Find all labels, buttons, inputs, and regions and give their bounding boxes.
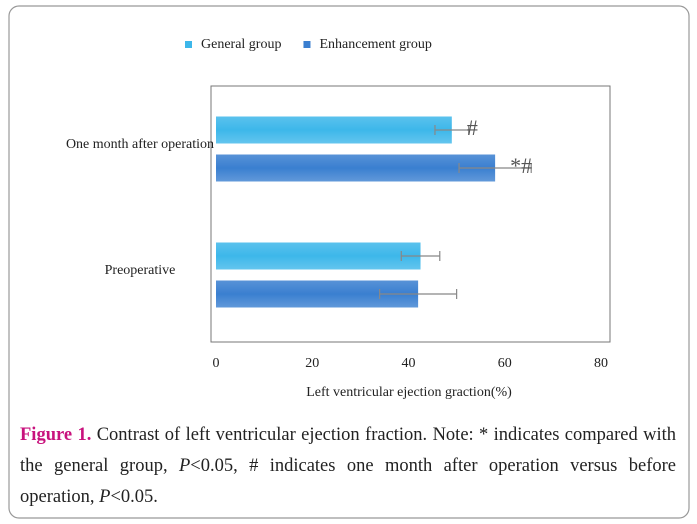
error-bar	[400, 251, 441, 261]
legend-swatch	[185, 41, 192, 48]
bar	[216, 242, 421, 270]
x-tick-label: 80	[594, 356, 608, 371]
caption-label: Figure 1.	[20, 425, 92, 445]
error-bar	[458, 163, 532, 173]
legend-label: General group	[201, 37, 281, 52]
x-axis-title: Left ventricular ejection graction(%)	[306, 385, 512, 400]
caption-text: <0.05.	[110, 487, 158, 507]
caption-text: P	[99, 487, 111, 507]
y-tick-label: Preoperative	[104, 263, 176, 278]
caption: Figure 1. Contrast of left ventricular e…	[20, 420, 676, 513]
frame	[8, 5, 690, 519]
annotation: *#	[510, 153, 532, 178]
bar	[216, 116, 452, 144]
caption-text: <0.05, # indicates one month after opera…	[20, 456, 676, 507]
annotation: #	[467, 115, 478, 140]
caption-text: Contrast of left ventricular ejection fr…	[20, 425, 677, 476]
error-bar	[379, 289, 458, 299]
y-tick-label: One month after operation	[65, 137, 215, 152]
legend-swatch	[303, 41, 311, 48]
bar	[216, 154, 496, 182]
x-tick-label: 20	[305, 356, 319, 371]
caption-text: P	[178, 456, 191, 476]
plot-area	[210, 85, 611, 343]
x-tick-label: 40	[402, 356, 416, 371]
x-tick-label: 0	[213, 356, 220, 371]
legend-label: Enhancement group	[319, 37, 431, 52]
x-tick-label: 60	[498, 356, 512, 371]
error-bar	[434, 125, 470, 135]
